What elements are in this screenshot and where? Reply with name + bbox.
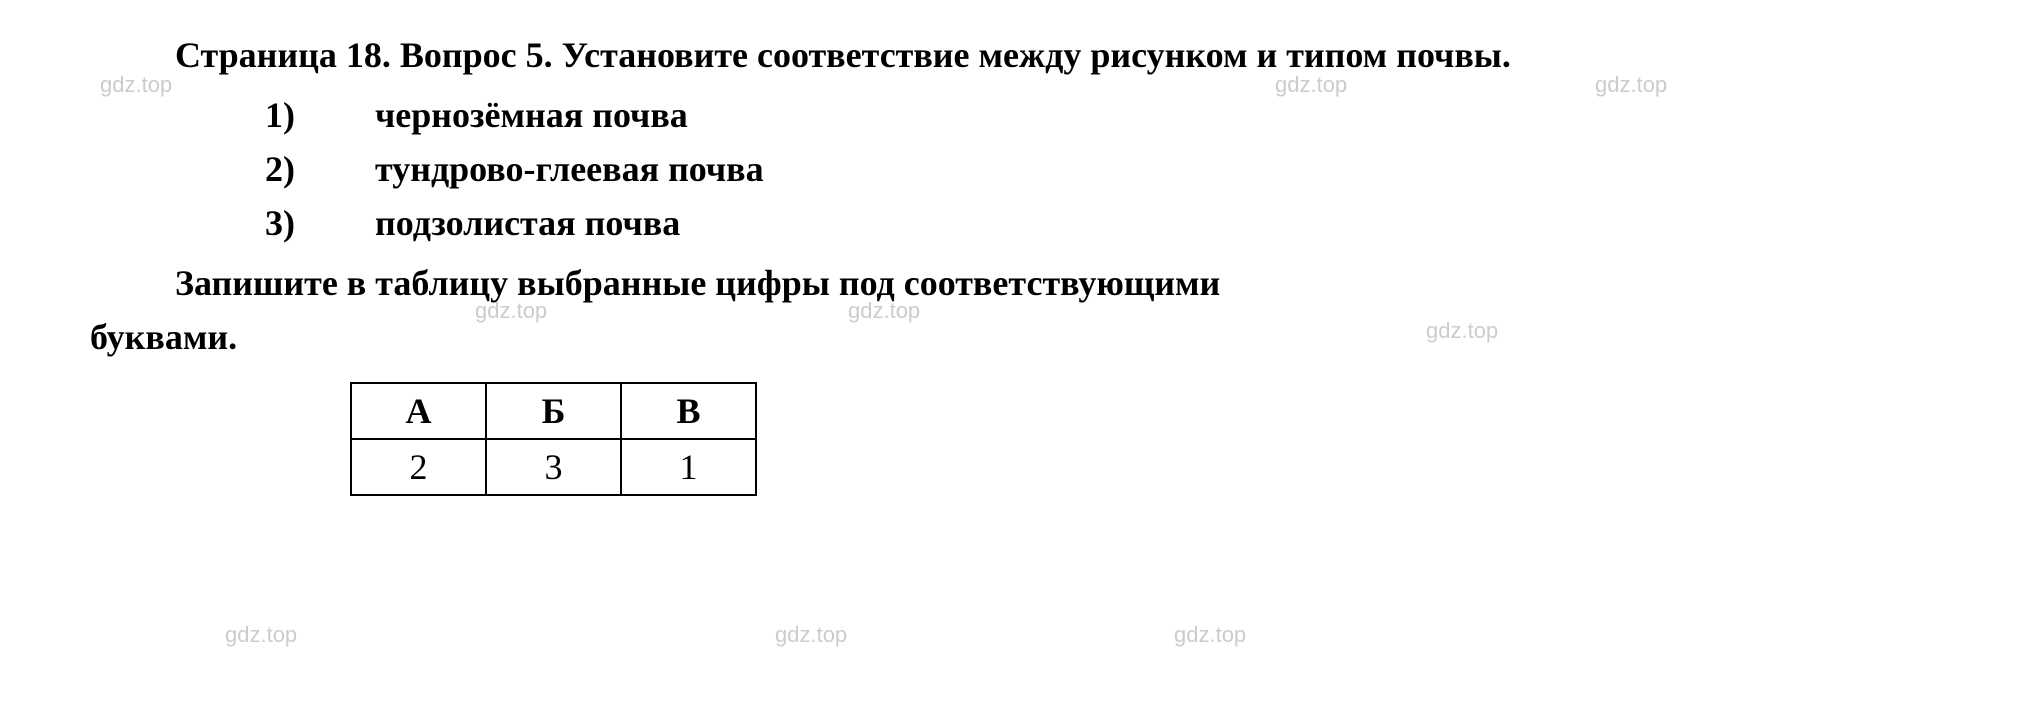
table-header-row: А Б В [351,383,756,439]
list-text: тундрово-глеевая почва [375,149,764,189]
list-item: 1)чернозёмная почва [90,88,1937,142]
instruction-line-1: Запишите в таблицу выбранные цифры под с… [90,256,1937,310]
watermark: gdz.top [775,622,847,648]
question-heading: Страница 18. Вопрос 5. Установите соотве… [90,30,1937,80]
instruction-line-2: буквами. [90,310,1937,364]
watermark: gdz.top [1174,622,1246,648]
table-header-cell: А [351,383,486,439]
list-number: 3) [265,196,375,250]
list-item: 2)тундрово-глеевая почва [90,142,1937,196]
table-value-cell: 3 [486,439,621,495]
watermark: gdz.top [225,622,297,648]
list-number: 1) [265,88,375,142]
list-item: 3)подзолистая почва [90,196,1937,250]
answer-table: А Б В 2 3 1 [350,382,757,496]
list-text: подзолистая почва [375,203,680,243]
list-text: чернозёмная почва [375,95,688,135]
options-list: 1)чернозёмная почва 2)тундрово-глеевая п… [90,88,1937,250]
table-header-cell: В [621,383,756,439]
table-value-row: 2 3 1 [351,439,756,495]
table-value-cell: 2 [351,439,486,495]
table-header-cell: Б [486,383,621,439]
list-number: 2) [265,142,375,196]
table-value-cell: 1 [621,439,756,495]
